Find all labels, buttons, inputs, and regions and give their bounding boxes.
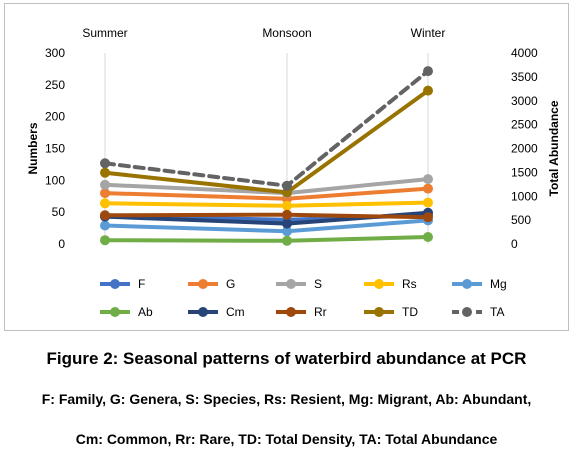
figure-caption-abbreviations-line-1: F: Family, G: Genera, S: Species, Rs: Re…: [41, 391, 532, 407]
data-point-s-summer: [100, 179, 110, 190]
data-point-td-summer: [100, 167, 110, 178]
data-point-rs-monsoon: [282, 200, 292, 211]
legend-label-td: TD: [402, 305, 418, 319]
y2-tick-label-0: 0: [511, 237, 518, 251]
legend-marker-g: [198, 279, 208, 289]
data-point-rr-winter: [423, 212, 433, 223]
y2-tick-label-1500: 1500: [511, 165, 538, 179]
data-point-rs-summer: [100, 198, 110, 209]
series-line-rs: [103, 200, 430, 208]
legend-marker-rs: [374, 279, 384, 289]
legend-marker-ab: [110, 307, 120, 317]
legend-label-rs: Rs: [402, 277, 417, 291]
legend-marker-s: [286, 279, 296, 289]
y-tick-label-0: 0: [58, 237, 65, 251]
data-point-ta-monsoon: [282, 180, 292, 191]
chart-frame: Summer Monsoon Winter 0 50 100 150 200 250 300 0 50…: [4, 3, 569, 331]
y-tick-label-200: 200: [45, 110, 65, 124]
data-point-ta-summer: [100, 158, 110, 169]
x-tick-label-monsoon: Monsoon: [262, 26, 311, 40]
y2-tick-label-2500: 2500: [511, 118, 538, 132]
legend-label-f: F: [138, 277, 145, 291]
series-line-td: [103, 88, 430, 195]
legend-marker-f: [110, 279, 120, 289]
x-tick-label-winter: Winter: [411, 26, 446, 40]
y-tick-label-250: 250: [45, 78, 65, 92]
legend-marker-td: [374, 307, 384, 317]
y-tick-label-300: 300: [45, 46, 65, 60]
data-point-mg-monsoon: [282, 226, 292, 237]
data-point-mg-summer: [100, 220, 110, 231]
data-point-ab-monsoon: [282, 235, 292, 246]
data-point-g-summer: [100, 188, 110, 199]
legend-label-cm: Cm: [226, 305, 245, 319]
y2-tick-label-3500: 3500: [511, 70, 538, 84]
y2-tick-label-500: 500: [511, 213, 531, 227]
y-tick-label-50: 50: [52, 205, 66, 219]
series-line-ta: [103, 69, 430, 188]
data-point-ab-summer: [100, 235, 110, 246]
data-point-rs-winter: [423, 197, 433, 208]
legend-label-s: S: [314, 277, 322, 291]
y2-tick-label-2000: 2000: [511, 142, 538, 156]
data-point-rr-monsoon: [282, 209, 292, 220]
y2-tick-label-4000: 4000: [511, 46, 538, 60]
legend-marker-mg: [462, 279, 472, 289]
y2-axis-title: Total Abundance: [547, 100, 561, 196]
y2-tick-label-1000: 1000: [511, 189, 538, 203]
data-point-g-winter: [423, 183, 433, 194]
legend-marker-rr: [286, 307, 296, 317]
legend-label-rr: Rr: [314, 305, 327, 319]
data-point-cm-monsoon: [282, 218, 292, 229]
x-tick-label-summer: Summer: [82, 26, 127, 40]
y-tick-label-150: 150: [45, 142, 65, 156]
legend-label-mg: Mg: [490, 277, 507, 291]
data-point-rr-summer: [100, 210, 110, 221]
figure-caption-abbreviations-line-2: Cm: Common, Rr: Rare, TD: Total Density,…: [75, 431, 498, 447]
data-point-ta-winter: [423, 66, 433, 77]
data-point-s-winter: [423, 174, 433, 185]
figure-caption-title: Figure 2: Seasonal patterns of waterbird…: [46, 349, 527, 368]
legend-marker-cm: [198, 307, 208, 317]
data-point-ab-winter: [423, 232, 433, 242]
legend-label-ta: TA: [490, 305, 504, 319]
series-line-ab: [103, 235, 430, 243]
legend-label-g: G: [226, 277, 235, 291]
y-axis-title: Numbers: [26, 122, 40, 174]
series-line-rr: [103, 212, 430, 220]
y2-tick-label-3000: 3000: [511, 94, 538, 108]
data-point-td-winter: [423, 85, 433, 96]
line-chart: Summer Monsoon Winter050100150200250300050…: [26, 26, 561, 319]
y-tick-label-100: 100: [45, 173, 65, 187]
legend-label-ab: Ab: [138, 305, 153, 319]
legend-marker-ta: [462, 307, 472, 317]
